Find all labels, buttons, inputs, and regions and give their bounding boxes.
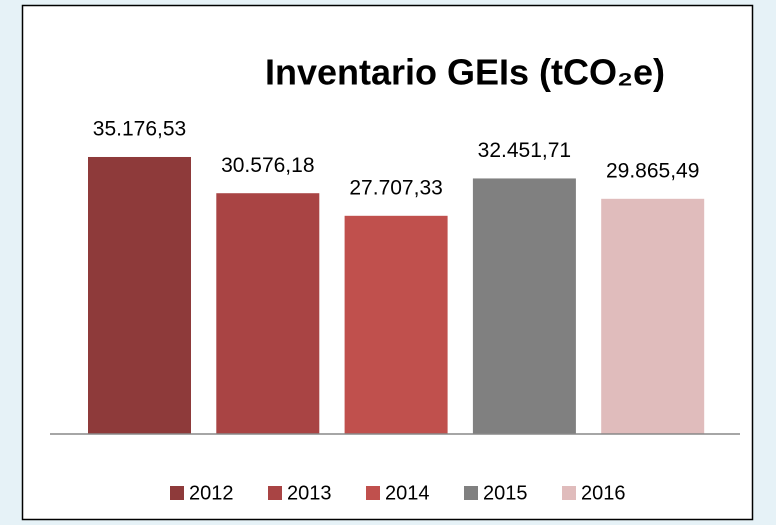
chart-title: Inventario GEIs (tCO₂e) [265,52,665,93]
value-label: 32.451,71 [478,139,571,162]
value-label: 35.176,53 [93,118,186,141]
legend-label: 2014 [385,482,430,504]
legend-swatch [562,486,576,500]
value-label: 29.865,49 [606,159,699,182]
value-label: 30.576,18 [221,154,314,177]
bar [472,178,576,434]
bar [601,198,705,434]
legend-swatch [268,486,282,500]
bar [88,156,191,434]
bar [216,193,320,434]
legend-swatch [170,486,184,500]
legend-label: 2013 [287,482,332,504]
bar [344,215,448,434]
legend-swatch [366,486,380,500]
value-label: 27.707,33 [349,176,442,199]
legend-label: 2016 [581,482,626,504]
legend-swatch [464,486,478,500]
legend-label: 2012 [189,482,234,504]
legend-label: 2015 [483,482,528,504]
